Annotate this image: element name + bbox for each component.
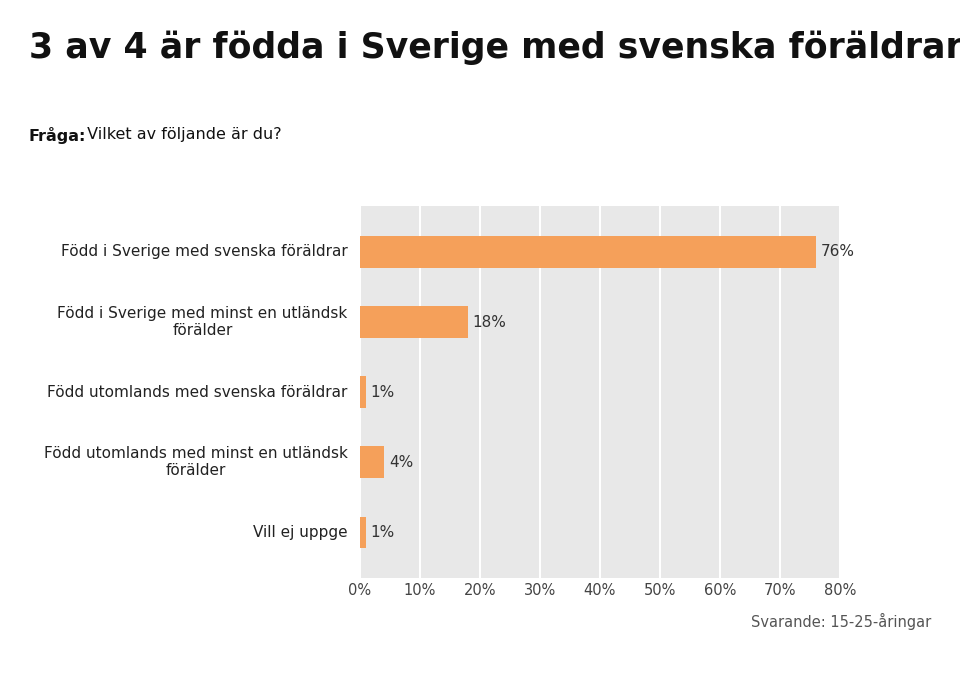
Text: Svarande: 15-25-åringar: Svarande: 15-25-åringar <box>751 612 931 630</box>
Text: Vilket av följande är du?: Vilket av följande är du? <box>82 127 281 142</box>
Text: Född utomlands med minst en utländsk
förälder: Född utomlands med minst en utländsk för… <box>43 446 348 478</box>
Text: minds: minds <box>912 662 958 676</box>
Text: 1%: 1% <box>371 385 396 400</box>
Bar <box>360 376 366 408</box>
Text: 76%: 76% <box>821 244 854 259</box>
Text: 3 av 4 är födda i Sverige med svenska föräldrar: 3 av 4 är födda i Sverige med svenska fö… <box>29 31 960 65</box>
Text: Fråga:: Fråga: <box>29 127 86 144</box>
Bar <box>360 306 468 338</box>
Text: Född i Sverige med minst en utländsk
förälder: Född i Sverige med minst en utländsk för… <box>58 306 348 338</box>
Text: 4%: 4% <box>389 455 413 470</box>
Text: Vill ej uppge: Vill ej uppge <box>252 525 348 540</box>
Text: Född utomlands med svenska föräldrar: Född utomlands med svenska föräldrar <box>47 385 348 400</box>
Text: united: united <box>887 662 936 676</box>
Text: Född i Sverige med svenska föräldrar: Född i Sverige med svenska föräldrar <box>60 244 348 259</box>
Bar <box>360 517 366 548</box>
Bar <box>360 447 384 478</box>
Text: 1%: 1% <box>371 525 396 540</box>
Bar <box>360 236 816 268</box>
Text: 18%: 18% <box>472 314 507 330</box>
